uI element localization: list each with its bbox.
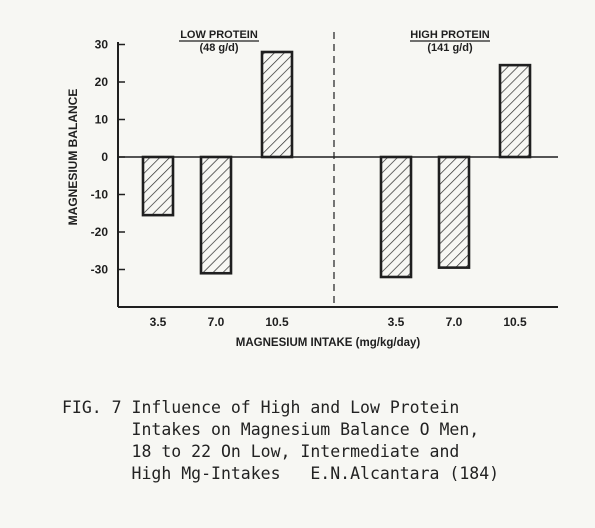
y-tick-label: 20 xyxy=(95,75,109,89)
bar-chart: 30 20 10 0 -10 -20 -30 3.5 7.0 10.5 3.5 7.0 10.5 LO… xyxy=(66,29,558,349)
plot-frame xyxy=(117,32,558,308)
caption-line: FIG. 7 Influence of High and Low Protein xyxy=(62,398,460,417)
group-title: HIGH PROTEIN xyxy=(410,29,490,41)
caption-line: High Mg-Intakes E.N.Alcantara (184) xyxy=(62,464,500,483)
caption-line: 18 to 22 On Low, Intermediate and xyxy=(62,442,460,461)
group-subtitle: (141 g/d) xyxy=(427,42,473,54)
y-tick-label: 0 xyxy=(101,150,108,164)
bar xyxy=(379,155,413,279)
group-labels: LOW PROTEIN(48 g/d) HIGH PROTEIN(141 g/d) xyxy=(179,29,490,54)
bar xyxy=(199,155,233,275)
x-tick-label: 7.0 xyxy=(208,315,225,329)
bar xyxy=(437,155,471,269)
y-tick-label: -20 xyxy=(91,225,109,239)
x-tick-labels: 3.5 7.0 10.5 3.5 7.0 10.5 xyxy=(150,315,527,329)
x-axis-label: MAGNESIUM INTAKE (mg/kg/day) xyxy=(236,337,421,349)
x-tick-label: 3.5 xyxy=(388,315,405,329)
x-tick-label: 7.0 xyxy=(446,315,463,329)
bars xyxy=(141,50,532,279)
x-tick-label: 10.5 xyxy=(503,315,527,329)
bar xyxy=(141,155,175,217)
caption-line: Intakes on Magnesium Balance O Men, xyxy=(62,420,480,439)
group-subtitle: (48 g/d) xyxy=(199,42,238,54)
y-tick-label: 30 xyxy=(95,38,109,52)
y-tick-label: 10 xyxy=(95,113,109,127)
y-axis-label: MAGNESIUM BALANCE xyxy=(66,89,80,226)
y-ticks: 30 20 10 0 -10 -20 -30 xyxy=(91,38,125,277)
group-title: LOW PROTEIN xyxy=(180,29,258,41)
bar xyxy=(498,63,532,159)
figure-caption: FIG. 7 Influence of High and Low Protein… xyxy=(62,397,582,485)
y-tick-label: -10 xyxy=(91,188,109,202)
y-tick-label: -30 xyxy=(91,263,109,277)
bar xyxy=(260,50,294,159)
x-tick-label: 10.5 xyxy=(265,315,289,329)
x-tick-label: 3.5 xyxy=(150,315,167,329)
